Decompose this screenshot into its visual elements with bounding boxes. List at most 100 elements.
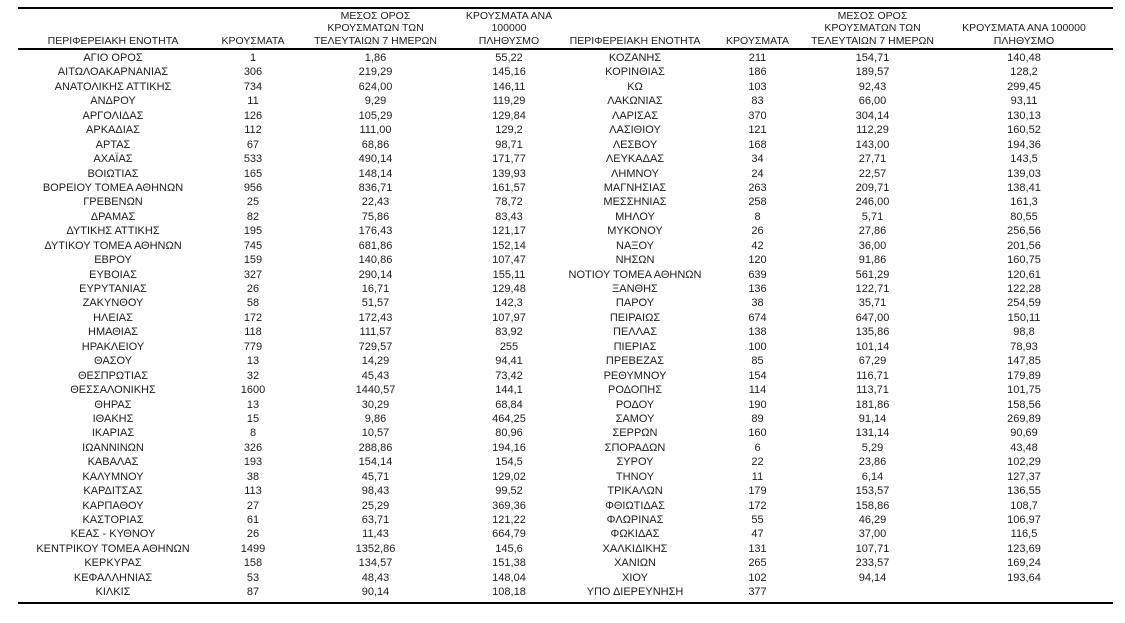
avg7-cell: 148,14 [358,167,393,180]
cases-cell: 26 [246,283,260,295]
region-name-cell: ΤΡΙΚΑΛΩΝ [607,485,663,498]
header-avg7-right: ΜΕΣΟΣ ΟΡΟΣ ΚΡΟΥΣΜΑΤΩΝ ΤΩΝ ΤΕΛΕΥΤΑΙΩΝ 7 Η… [811,9,934,47]
region-name-cell: ΘΗΡΑΣ [94,398,132,411]
region-name-cell: ΝΟΤΙΟΥ ΤΟΜΕΑ ΑΘΗΝΩΝ [568,268,702,281]
avg7-cell: 681,86 [358,239,393,252]
region-name-cell: ΜΑΓΝΗΣΙΑΣ [603,181,667,194]
per100k-cell: 108,18 [492,586,526,599]
avg7-cell: 22,57 [858,167,887,180]
avg7-cell: 36,00 [858,239,887,252]
header-cases-left: ΚΡΟΥΣΜΑΤΑ [221,34,285,47]
region-name-cell: ΔΡΑΜΑΣ [90,210,136,223]
per100k-cell: 129,2 [495,124,523,137]
cases-cell: 160 [748,427,767,440]
region-name-cell: ΜΥΚΟΝΟΥ [607,225,663,238]
avg7-cell: 45,43 [361,369,390,382]
avg7-cell: 209,71 [855,181,890,194]
per100k-cell: 160,75 [1007,254,1041,267]
avg7-cell: 154,71 [855,52,890,64]
per100k-cell: 142,3 [495,297,523,310]
region-name-cell: ΒΟΙΩΤΙΑΣ [87,167,139,180]
cases-cell: 103 [748,80,767,93]
cases-cell: 1 [249,52,257,64]
region-name-cell: ΑΡΤΑΣ [95,138,131,151]
avg7-cell: 105,29 [358,109,393,122]
cases-cell: 136 [748,283,767,295]
table-row: ΚΑΛΥΜΝΟΥ 38 45,71 129,02 ΤΗΝΟΥ 11 6,14 127,37 [18,470,1113,484]
per100k-cell: 464,25 [492,412,526,425]
per100k-cell: 119,29 [492,95,526,108]
region-name-cell: ΛΑΣΙΘΙΟΥ [609,124,661,137]
region-name-cell: ΗΜΑΘΙΑΣ [88,326,138,339]
per100k-cell: 269,89 [1007,412,1041,425]
region-name-cell: ΙΘΑΚΗΣ [92,412,134,425]
region-name-cell: ΣΠΟΡΑΔΩΝ [604,441,666,454]
per100k-cell: 193,64 [1007,571,1041,584]
region-name-cell: ΔΥΤΙΚΗΣ ΑΤΤΙΚΗΣ [66,225,160,238]
avg7-cell: 51,57 [361,297,390,310]
per100k-cell: 99,52 [495,485,523,498]
region-name-cell: ΚΑΛΥΜΝΟΥ [82,470,144,483]
table-row: ΑΡΤΑΣ 67 68,86 98,71 ΛΕΣΒΟΥ 168 143,00 194,36 [18,138,1113,152]
cases-cell: 190 [748,398,767,411]
avg7-cell: 101,14 [855,340,890,353]
header-per100k-right: ΚΡΟΥΣΜΑΤΑ ΑΝΑ 100000 ΠΛΗΘΥΣΜΟ [962,22,1086,47]
table-row: ΙΚΑΡΙΑΣ 8 10,57 80,96 ΣΕΡΡΩΝ 160 131,14 90,69 [18,426,1113,440]
table-row: ΗΡΑΚΛΕΙΟΥ 779 729,57 255 ΠΙΕΡΙΑΣ 100 101,14 78,… [18,340,1113,354]
region-name-cell: ΡΟΔΟΥ [615,398,655,411]
avg7-cell: 1440,57 [355,384,396,397]
avg7-cell: 27,86 [858,225,887,238]
region-name-cell: ΗΡΑΚΛΕΙΟΥ [81,340,145,353]
cases-cell: 533 [243,153,263,166]
per100k-cell: 80,55 [1010,210,1038,223]
region-name-cell: ΒΟΡΕΙΟΥ ΤΟΜΕΑ ΑΘΗΝΩΝ [42,181,184,194]
cases-cell: 126 [243,109,263,122]
region-name-cell: ΚΑΡΔΙΤΣΑΣ [83,485,143,498]
per100k-cell: 43,48 [1010,441,1038,454]
table-header-row: ΠΕΡΙΦΕΡΕΙΑΚΗ ΕΝΟΤΗΤΑ ΚΡΟΥΣΜΑΤΑ ΜΕΣΟΣ ΟΡΟ… [18,9,1113,50]
avg7-cell: 1,86 [364,52,387,64]
cases-cell: 55 [751,514,764,526]
avg7-cell: 112,29 [856,124,889,137]
cases-cell: 83 [751,95,764,108]
header-cases-right: ΚΡΟΥΣΜΑΤΑ [726,34,789,47]
cases-cell: 61 [246,514,260,526]
table-row: ΒΟΡΕΙΟΥ ΤΟΜΕΑ ΑΘΗΝΩΝ 956 836,71 161,57 ΜΑΓΝΗ… [18,181,1113,195]
table-row: ΒΟΙΩΤΙΑΣ 165 148,14 139,93 ΛΗΜΝΟΥ 24 22,57 139,… [18,167,1113,181]
table-row: ΚΑΡΔΙΤΣΑΣ 113 98,43 99,52 ΤΡΙΚΑΛΩΝ 179 153,57 1… [18,484,1113,498]
region-name-cell: ΛΑΡΙΣΑΣ [611,109,658,122]
cases-cell: 13 [246,398,260,411]
cases-cell: 193 [243,456,263,469]
avg7-cell: 23,86 [858,456,887,469]
region-name-cell: ΦΛΩΡΙΝΑΣ [606,514,664,526]
cases-cell: 8 [754,210,761,223]
avg7-cell: 181,86 [855,398,890,411]
region-name-cell: ΝΑΞΟΥ [616,239,654,252]
avg7-cell: 122,71 [855,283,890,295]
table-row: ΑΝΑΤΟΛΙΚΗΣ ΑΤΤΙΚΗΣ 734 624,00 146,11 ΚΩ 103 92… [18,80,1113,94]
cases-cell: 22 [751,456,764,469]
avg7-cell: 111,00 [359,124,392,137]
avg7-cell: 16,71 [361,283,390,295]
table-row: ΑΝΔΡΟΥ 11 9,29 119,29 ΛΑΚΩΝΙΑΣ 83 66,00 93,11 [18,94,1113,108]
avg7-cell: 25,29 [361,499,390,512]
per100k-cell: 55,22 [495,52,523,64]
cases-cell: 265 [748,557,767,570]
header-avg7-left: ΜΕΣΟΣ ΟΡΟΣ ΚΡΟΥΣΜΑΤΩΝ ΤΩΝ ΤΕΛΕΥΤΑΙΩΝ 7 Η… [314,9,437,47]
avg7-cell: 561,29 [855,268,890,281]
region-name-cell: ΦΘΙΩΤΙΔΑΣ [605,499,665,512]
cases-cell: 1600 [240,384,266,397]
avg7-cell: 647,00 [855,311,890,324]
avg7-cell: 98,43 [361,485,390,498]
per100k-cell: 116,5 [1010,528,1038,541]
per100k-cell: 194,36 [1007,138,1041,151]
per100k-cell: 78,93 [1010,340,1038,353]
region-name-cell: ΧΑΝΙΩΝ [614,557,656,570]
cases-cell: 165 [243,167,263,180]
cases-cell: 58 [246,297,260,310]
region-name-cell: ΑΡΚΑΔΙΑΣ [86,124,140,137]
table-row: ΑΓΙΟ ΟΡΟΣ 1 1,86 55,22 ΚΟΖΑΝΗΣ 211 154,71 140,4… [18,51,1113,65]
per100k-cell: 255 [499,340,519,353]
per100k-cell: 107,97 [492,311,526,324]
region-name-cell: ΘΕΣΣΑΛΟΝΙΚΗΣ [70,384,156,397]
